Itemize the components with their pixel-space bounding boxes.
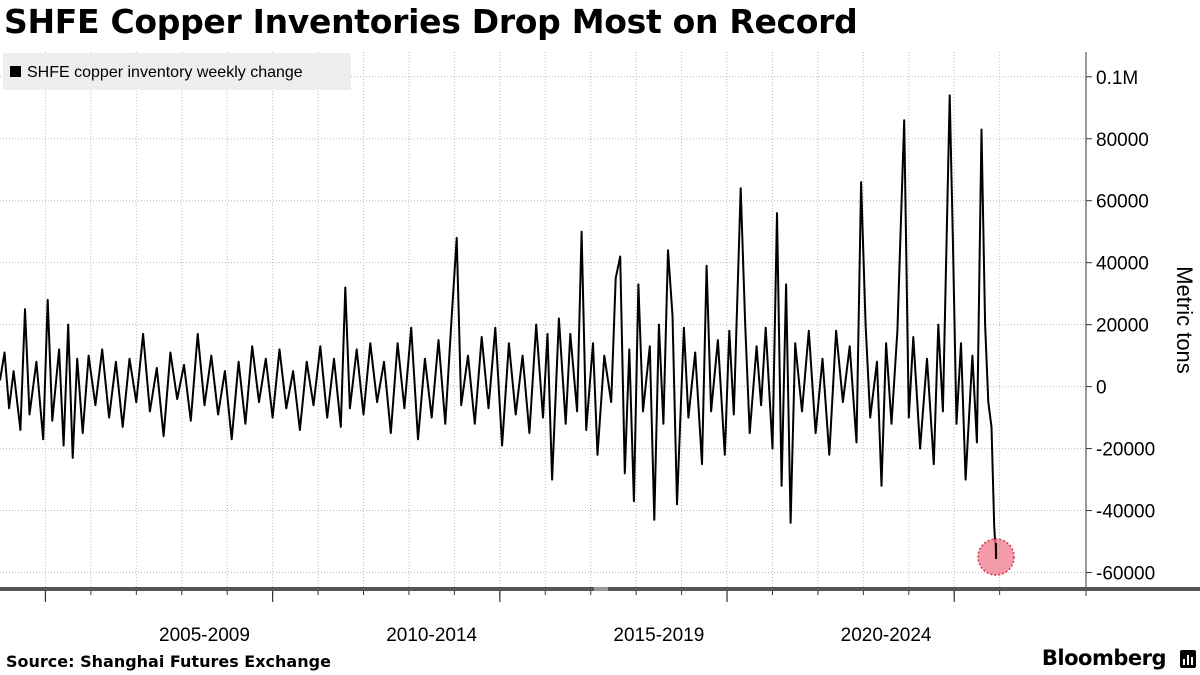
y-tick-label: -40000 (1096, 502, 1155, 523)
legend-swatch (10, 66, 21, 77)
y-axis-title: Metric tons (1172, 266, 1197, 374)
bloomberg-logo: Bloomberg (1041, 646, 1167, 670)
x-axis-scroll-handle (594, 587, 608, 591)
y-tick-label: -20000 (1096, 440, 1155, 461)
y-tick-label: 40000 (1096, 254, 1149, 275)
y-tick-label: -60000 (1096, 564, 1155, 585)
y-tick-label: 80000 (1096, 130, 1149, 151)
x-tick-label: 2005-2009 (159, 625, 250, 646)
chart-title: SHFE Copper Inventories Drop Most on Rec… (4, 2, 858, 41)
legend: SHFE copper inventory weekly change (3, 53, 351, 90)
x-tick-label: 2010-2014 (386, 625, 477, 646)
y-tick-label: 20000 (1096, 316, 1149, 337)
annotation-layer (977, 538, 1015, 576)
source-note: Source: Shanghai Futures Exchange (6, 652, 331, 671)
legend-box (3, 53, 351, 90)
bloomberg-chart-icon (1180, 650, 1196, 668)
y-tick-label: 0.1M (1096, 68, 1138, 89)
x-tick-label: 2015-2019 (613, 625, 704, 646)
y-tick-label: 60000 (1096, 192, 1149, 213)
y-tick-label: 0 (1096, 378, 1107, 399)
grid-layer (0, 52, 1086, 588)
series-line (0, 94, 997, 558)
axis-layer (0, 52, 1200, 602)
tick-label-layer: 0.1M 80000 60000 40000 20000 0 -20000 -40000 -60… (159, 68, 1197, 646)
series-layer (0, 94, 997, 558)
x-tick-label: 2020-2024 (841, 625, 932, 646)
legend-label: SHFE copper inventory weekly change (27, 64, 303, 81)
